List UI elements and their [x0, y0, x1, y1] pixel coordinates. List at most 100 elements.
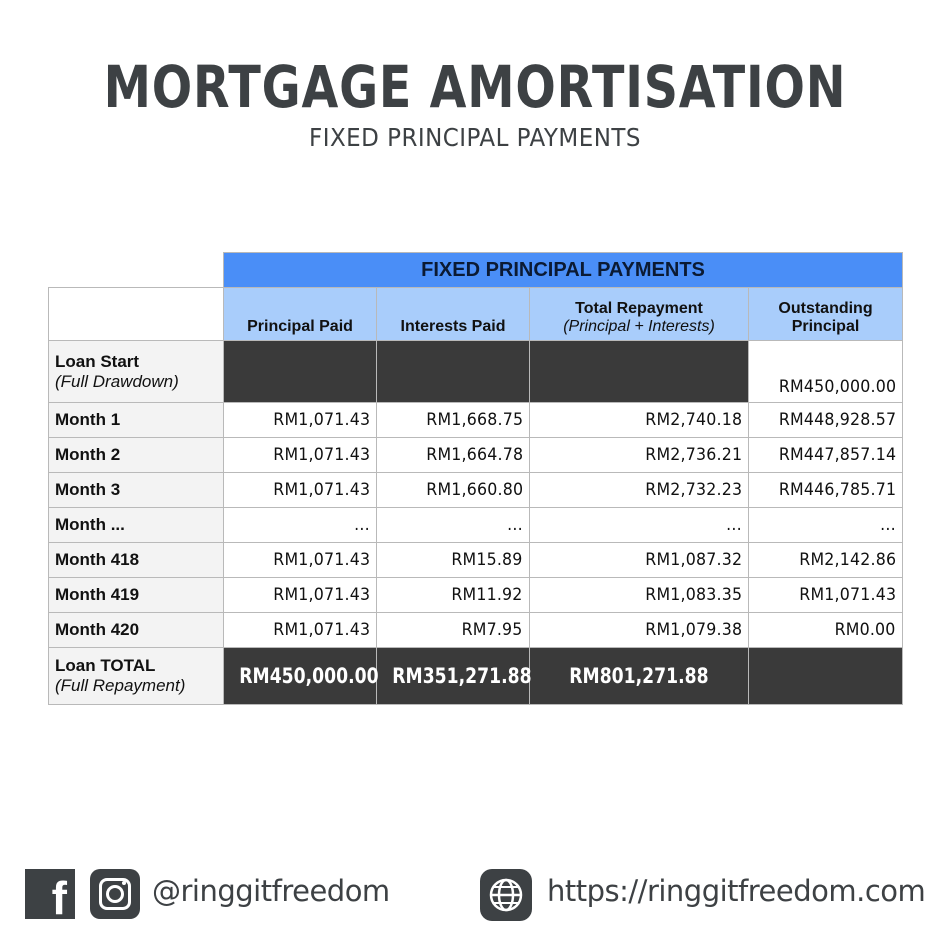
table-row-loan-start: Loan Start (Full Drawdown) RM450,000.00: [48, 340, 903, 403]
page-title: MORTGAGE AMORTISATION: [103, 53, 847, 121]
cell-value: RM1,668.75: [426, 410, 523, 430]
table-row: Month 419 RM1,071.43 RM11.92 RM1,083.35 …: [48, 577, 903, 613]
cell-principal: ...: [223, 507, 377, 543]
row-label-loan-total: Loan TOTAL (Full Repayment): [48, 647, 224, 705]
row-label: Month 1: [48, 402, 224, 438]
total-outstanding-empty: [748, 647, 903, 705]
col-header-outstanding-line2: Principal: [791, 318, 860, 335]
table-row-loan-total: Loan TOTAL (Full Repayment) RM450,000.00…: [48, 647, 903, 705]
cell-value: RM801,271.88: [569, 664, 709, 688]
cell-value: RM351,271.88: [392, 664, 532, 688]
footer: f @ringgitfreedom https://ringgitfreedom…: [0, 866, 950, 926]
row-label: Month 2: [48, 437, 224, 473]
empty-dark-cell: [376, 340, 530, 403]
cell-principal: RM1,071.43: [223, 472, 377, 508]
cell-value: RM1,087.32: [645, 550, 742, 570]
col-header-principal: Principal Paid: [223, 287, 377, 341]
row-label-text: Loan TOTAL: [55, 656, 156, 675]
row-label-sub: (Full Repayment): [55, 676, 186, 695]
cell-interest: RM11.92: [376, 577, 530, 613]
total-interest: RM351,271.88: [376, 647, 532, 705]
globe-icon[interactable]: [480, 869, 532, 921]
social-handle[interactable]: @ringgitfreedom: [152, 874, 390, 908]
cell-value: ...: [726, 515, 742, 535]
cell-value: RM450,000.00: [778, 377, 896, 397]
row-label-text: Loan Start: [55, 351, 140, 371]
cell-value: RM450,000.00: [239, 664, 379, 688]
cell-value: RM447,857.14: [778, 445, 896, 465]
row-label: Month 420: [48, 612, 224, 648]
facebook-icon[interactable]: f: [25, 869, 75, 919]
cell-total: RM1,083.35: [529, 577, 749, 613]
row-label-sub: (Full Drawdown): [55, 371, 179, 391]
cell-outstanding: RM447,857.14: [748, 437, 903, 473]
cell-interest: ...: [376, 507, 530, 543]
cell-value: RM2,142.86: [799, 550, 896, 570]
table-banner: FIXED PRINCIPAL PAYMENTS: [223, 252, 903, 288]
cell-interest: RM1,660.80: [376, 472, 530, 508]
table-row: Month 418 RM1,071.43 RM15.89 RM1,087.32 …: [48, 542, 903, 578]
cell-value: RM1,071.43: [273, 480, 370, 500]
cell-value: RM1,664.78: [426, 445, 523, 465]
empty-dark-cell: [529, 340, 749, 403]
cell-principal: RM1,071.43: [223, 402, 377, 438]
table-row: Month ... ... ... ... ...: [48, 507, 903, 543]
cell-total: RM1,079.38: [529, 612, 749, 648]
empty-dark-cell: [223, 340, 377, 403]
cell-value: RM1,071.43: [273, 445, 370, 465]
cell-outstanding: RM0.00: [748, 612, 903, 648]
table-row: Month 420 RM1,071.43 RM7.95 RM1,079.38 R…: [48, 612, 903, 648]
cell-principal: RM1,071.43: [223, 542, 377, 578]
cell-outstanding: RM448,928.57: [748, 402, 903, 438]
cell-value: RM2,732.23: [645, 480, 742, 500]
cell-value: RM2,740.18: [645, 410, 742, 430]
row-label: Month 418: [48, 542, 224, 578]
cell-value: RM1,071.43: [273, 585, 370, 605]
cell-value: RM1,083.35: [645, 585, 742, 605]
cell-value: RM7.95: [462, 620, 523, 640]
col-header-outstanding-line1: Outstanding: [778, 300, 873, 317]
table-row: Month 1 RM1,071.43 RM1,668.75 RM2,740.18…: [48, 402, 903, 438]
cell-value: ...: [507, 515, 523, 535]
col-header-outstanding: Outstanding Principal: [748, 287, 903, 341]
cell-value: RM1,079.38: [645, 620, 742, 640]
cell-value: RM2,736.21: [645, 445, 742, 465]
cell-principal: RM1,071.43: [223, 577, 377, 613]
total-principal: RM450,000.00: [223, 647, 379, 705]
cell-outstanding: RM450,000.00: [748, 340, 903, 403]
page-subtitle: FIXED PRINCIPAL PAYMENTS: [309, 123, 641, 152]
amortisation-table: FIXED PRINCIPAL PAYMENTS Principal Paid …: [48, 252, 903, 705]
table-row: Month 2 RM1,071.43 RM1,664.78 RM2,736.21…: [48, 437, 903, 473]
col-header-interest: Interests Paid: [376, 287, 530, 341]
cell-value: RM1,071.43: [273, 620, 370, 640]
table-row: Month 3 RM1,071.43 RM1,660.80 RM2,732.23…: [48, 472, 903, 508]
cell-outstanding: ...: [748, 507, 903, 543]
col-header-total-sub: (Principal + Interests): [563, 318, 715, 335]
instagram-icon[interactable]: [90, 869, 140, 919]
cell-value: ...: [354, 515, 370, 535]
cell-interest: RM1,664.78: [376, 437, 530, 473]
cell-total: RM1,087.32: [529, 542, 749, 578]
cell-principal: RM1,071.43: [223, 612, 377, 648]
cell-total: RM2,736.21: [529, 437, 749, 473]
cell-total: ...: [529, 507, 749, 543]
total-repayment: RM801,271.88: [529, 647, 749, 705]
website-link[interactable]: https://ringgitfreedom.com: [547, 874, 926, 908]
cell-value: RM1,071.43: [273, 410, 370, 430]
cell-interest: RM7.95: [376, 612, 530, 648]
row-label: Month 419: [48, 577, 224, 613]
cell-value: ...: [880, 515, 896, 535]
row-label: Month ...: [48, 507, 224, 543]
cell-value: RM1,071.43: [799, 585, 896, 605]
row-label-loan-start: Loan Start (Full Drawdown): [48, 340, 224, 403]
cell-outstanding: RM2,142.86: [748, 542, 903, 578]
col-header-total-label: Total Repayment: [575, 300, 703, 317]
cell-principal: RM1,071.43: [223, 437, 377, 473]
cell-value: RM15.89: [451, 550, 523, 570]
row-header-blank: [48, 287, 224, 341]
row-label: Month 3: [48, 472, 224, 508]
cell-value: RM1,071.43: [273, 550, 370, 570]
cell-value: RM448,928.57: [778, 410, 896, 430]
cell-outstanding: RM446,785.71: [748, 472, 903, 508]
cell-outstanding: RM1,071.43: [748, 577, 903, 613]
